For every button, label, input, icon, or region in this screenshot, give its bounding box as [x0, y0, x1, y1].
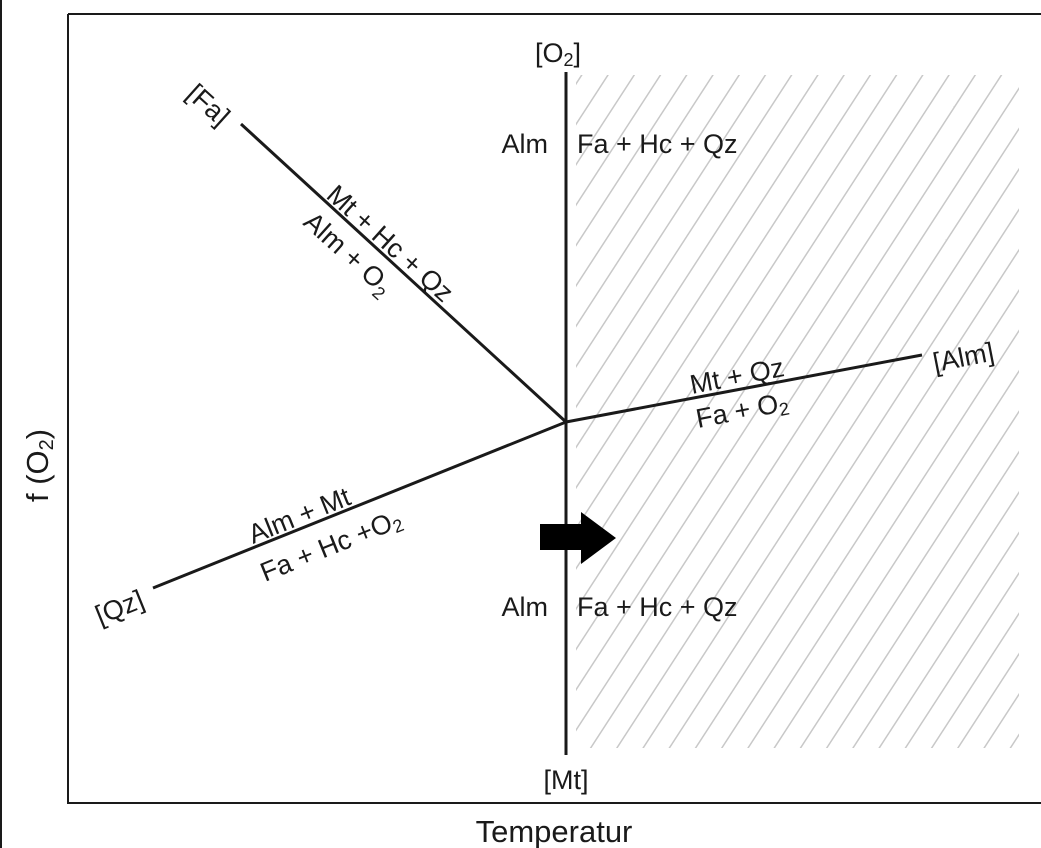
field-upper-left: Alm [502, 129, 549, 159]
endpoint-qz: [Qz] [91, 584, 148, 630]
reaction-line-alm [565, 353, 923, 424]
field-lower-left: Alm [502, 592, 549, 622]
y-axis-label: f (O2) [20, 429, 58, 502]
plot-frame [67, 14, 1041, 804]
right-arrow-icon [540, 512, 616, 564]
field-upper-right: Fa + Hc + Qz [577, 129, 738, 159]
reaction-line-fa [239, 122, 568, 424]
x-axis-label: Temperatur [476, 814, 633, 848]
endpoint-o2: [O2] [535, 38, 581, 70]
endpoint-mt: [Mt] [544, 765, 589, 795]
endpoint-fa: [Fa] [181, 78, 236, 131]
hatched-region [576, 75, 1019, 748]
reaction-line-qz [152, 420, 567, 590]
field-lower-right: Fa + Hc + Qz [577, 592, 738, 622]
